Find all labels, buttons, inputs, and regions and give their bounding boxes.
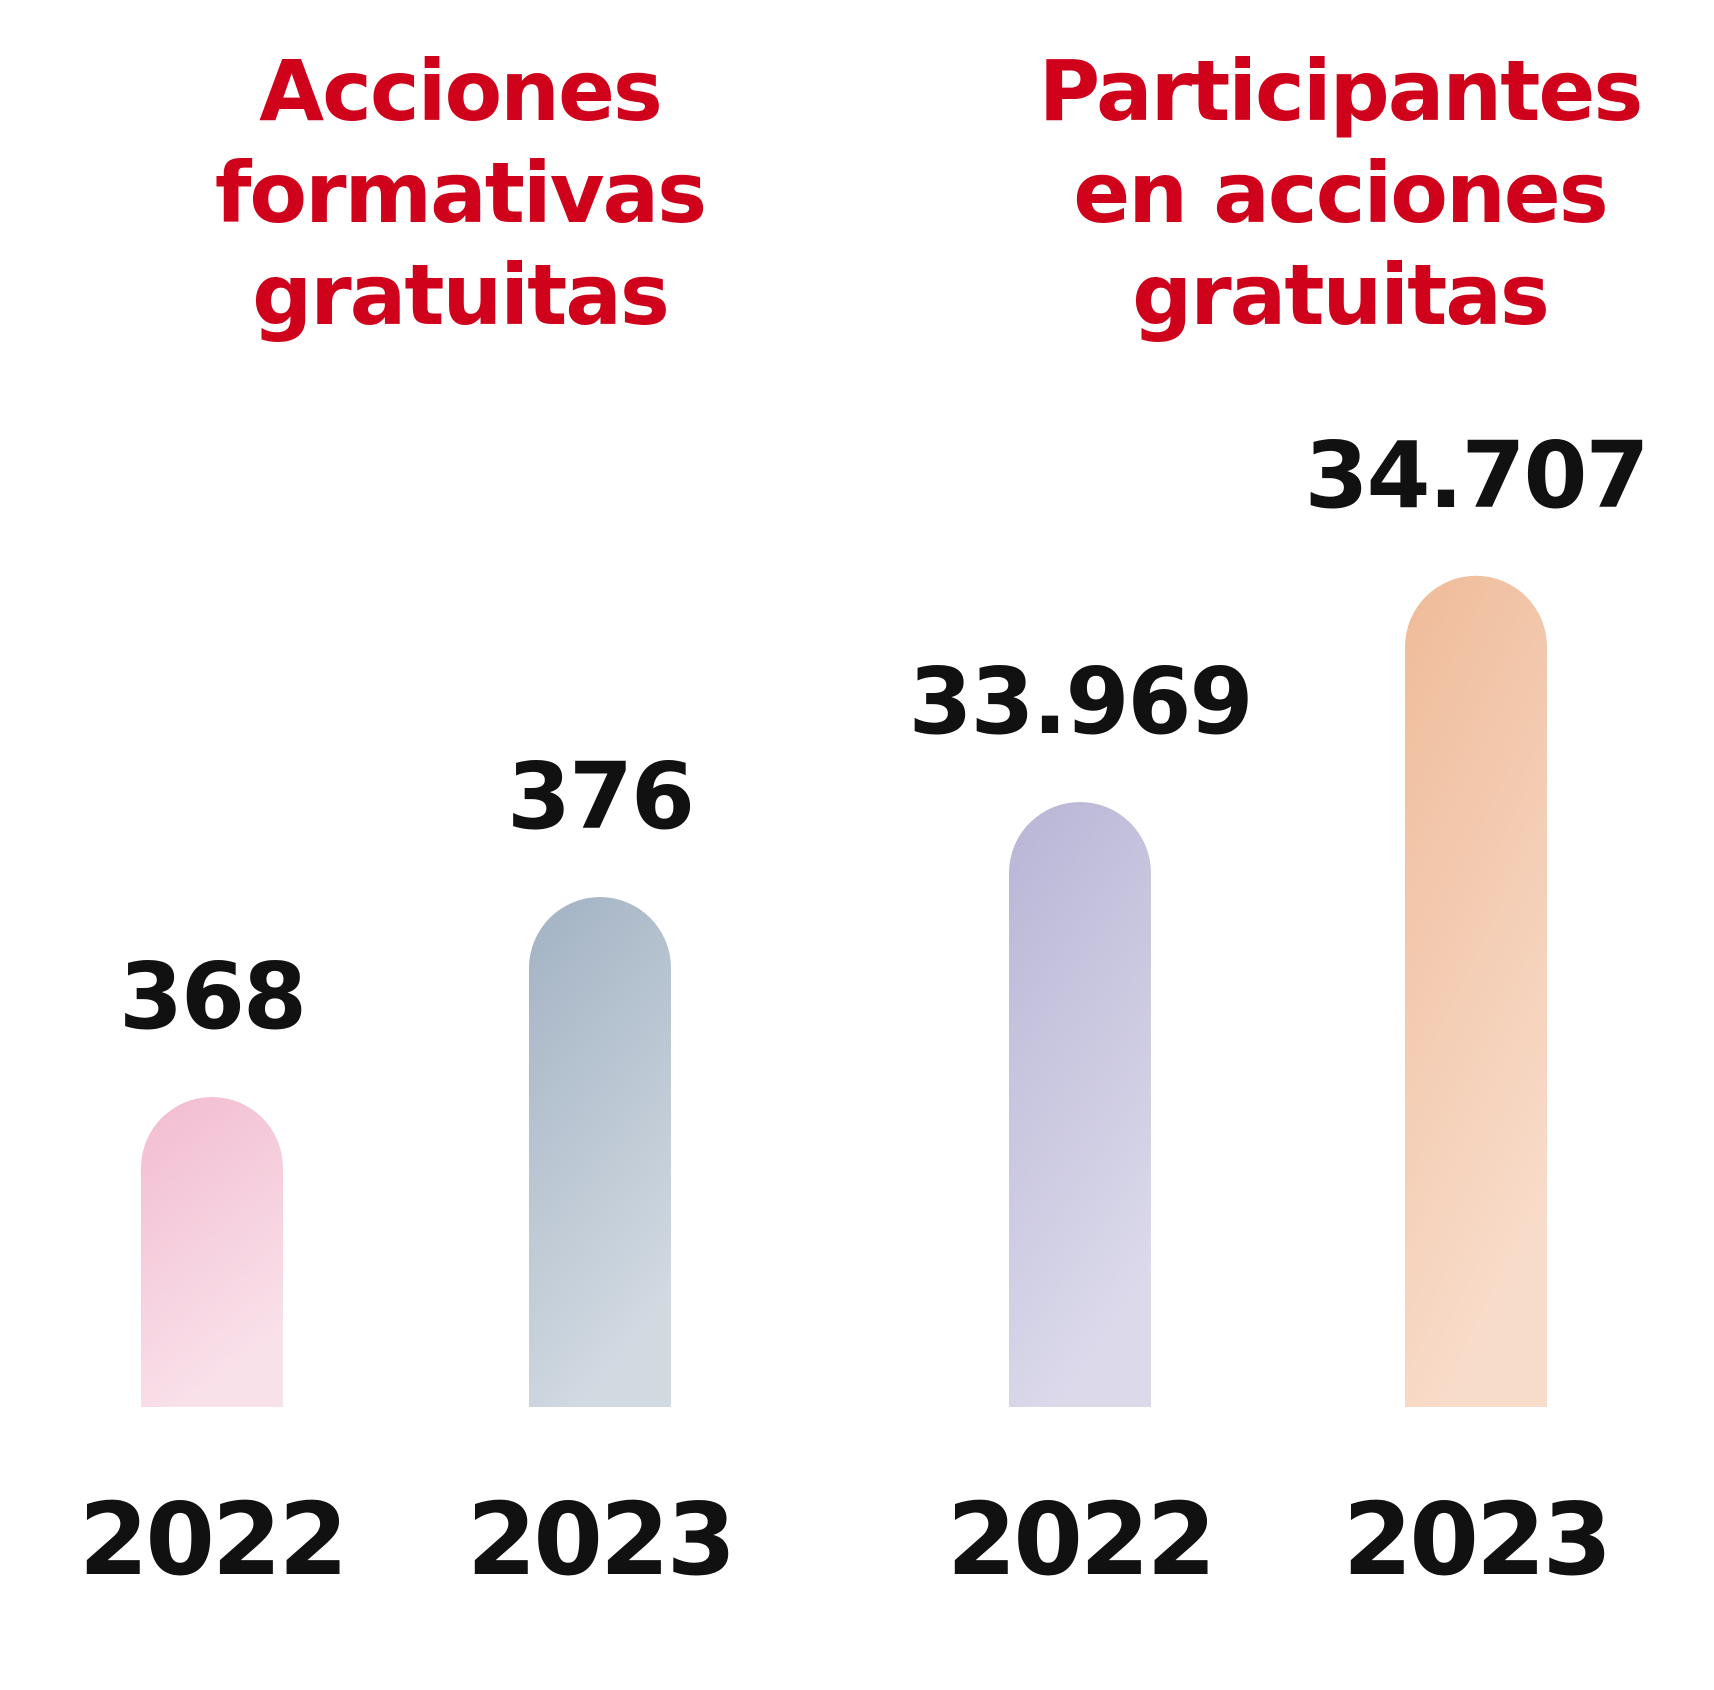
title-line: Participantes [1038,42,1644,140]
bar-2023 [529,897,671,1407]
title-line: gratuitas [1132,246,1550,344]
category-label: 2023 [1342,1481,1612,1598]
title-line: formativas [214,144,707,242]
value-label: 33.969 [908,648,1253,755]
bar-2022 [1009,802,1151,1407]
value-label: 368 [118,943,307,1050]
category-label: 2023 [466,1481,736,1598]
bar-2022 [141,1097,283,1407]
title-line: gratuitas [252,246,670,344]
title-line: Acciones [259,42,663,140]
value-label: 376 [506,743,695,850]
value-label: 34.707 [1304,421,1649,529]
title-line: en acciones [1073,144,1609,242]
category-label: 2022 [78,1481,348,1598]
chart-title-participantes: Participantes en acciones gratuitas [990,40,1690,346]
chart-title-acciones: Acciones formativas gratuitas [150,40,770,346]
bar-2023 [1405,575,1547,1407]
category-label: 2022 [946,1481,1216,1598]
